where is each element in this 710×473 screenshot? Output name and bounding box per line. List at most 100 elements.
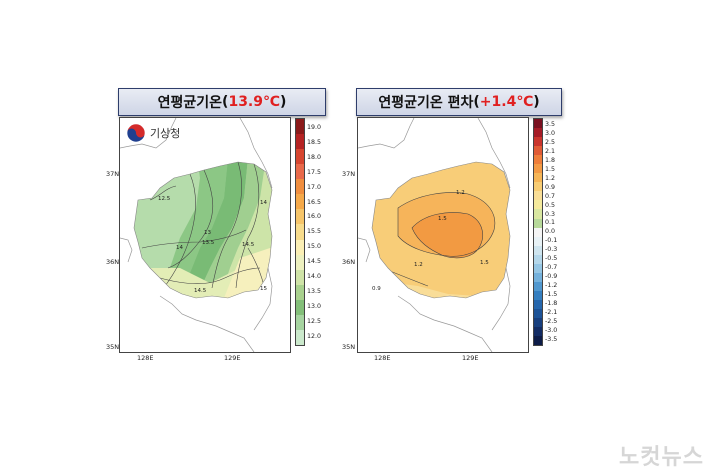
right-contour-label: 1.5: [438, 216, 447, 222]
watermark-text: 노컷뉴스: [619, 445, 704, 470]
right-colorbar-swatch: [534, 227, 542, 237]
right-colorbar-label: -0.9: [545, 273, 558, 281]
left-coastline-southeast: [253, 267, 273, 331]
left-colorbar-swatch: [296, 269, 304, 285]
right-lat-label-36n: 36N: [342, 258, 356, 266]
left-lat-label-37n: 37N: [106, 170, 120, 178]
right-colorbar-label: -1.8: [545, 300, 558, 308]
left-colorbar-swatch: [296, 284, 304, 300]
right-colorbar-swatch: [534, 164, 542, 174]
right-colorbar-swatch: [534, 245, 542, 255]
left-colorbar-label: 17.5: [307, 168, 322, 176]
right-colorbar-label: 0.3: [545, 210, 556, 218]
right-anomaly-map: 1.2 1.5 1.2 1.5 0.9: [358, 118, 511, 352]
left-colorbar-swatch: [296, 209, 304, 225]
right-region-border: [371, 161, 511, 299]
right-colorbar-label: -1.2: [545, 282, 558, 290]
right-colorbar-label: 3.0: [545, 129, 556, 137]
left-lon-label-129e: 129E: [224, 354, 241, 362]
right-colorbar-swatch: [534, 263, 542, 273]
right-colorbar: [533, 118, 543, 346]
left-colorbar-label: 15.0: [307, 243, 322, 251]
right-colorbar-swatch: [534, 191, 542, 201]
right-map-title: 연평균기온 편차(+1.4℃): [356, 88, 562, 116]
right-colorbar-label: 1.2: [545, 174, 556, 182]
left-title-open-paren: (: [222, 94, 229, 110]
right-colorbar-label: 1.5: [545, 165, 556, 173]
right-colorbar-label: 0.7: [545, 192, 556, 200]
left-title-text: 연평균기온: [157, 95, 223, 111]
left-colorbar-label: 14.0: [307, 273, 322, 281]
right-colorbar-label: -0.3: [545, 246, 558, 254]
kma-logo: 기상청: [126, 123, 180, 143]
right-colorbar-swatch: [534, 272, 542, 282]
right-colorbar-swatch: [534, 254, 542, 264]
right-coastline-south: [397, 295, 493, 352]
right-colorbar-label: 3.5: [545, 120, 556, 128]
right-contour-label: 0.9: [372, 286, 381, 292]
right-map-frame: 1.2 1.5 1.2 1.5 0.9: [357, 117, 529, 353]
left-coastline-west: [120, 237, 133, 263]
right-contour-label: 1.5: [480, 260, 489, 266]
right-colorbar-label: -2.1: [545, 308, 558, 316]
left-contour-label: 12.5: [158, 196, 171, 202]
right-anomaly-field: [372, 162, 510, 298]
right-colorbar-swatch: [534, 128, 542, 138]
right-colorbar-swatch: [534, 146, 542, 156]
left-lat-label-35n: 35N: [106, 343, 120, 351]
left-colorbar-swatch: [296, 329, 304, 345]
left-colorbar-swatch: [296, 179, 304, 195]
right-colorbar-swatch: [534, 290, 542, 300]
left-title-close-paren: ): [279, 94, 287, 110]
left-contour-label: 14.5: [194, 288, 207, 294]
right-colorbar-swatch: [534, 308, 542, 319]
left-colorbar-label: 14.5: [307, 258, 322, 266]
right-colorbar-swatch: [534, 209, 542, 219]
left-colorbar-labels: 19.0 18.5 18.0 17.5 17.0 16.5 16.0 15.5 15.0 14.5…: [307, 120, 321, 344]
right-colorbar-label: 0.1: [545, 219, 556, 227]
right-colorbar-label: 2.5: [545, 138, 556, 146]
right-contour-label: 1.2: [456, 190, 465, 196]
left-colorbar-label: 18.5: [307, 138, 322, 146]
left-map-title: 연평균기온(13.9℃): [118, 88, 326, 116]
left-colorbar-label: 13.0: [307, 303, 322, 311]
right-colorbar-label: 1.8: [545, 156, 556, 164]
right-colorbar-label: -0.7: [545, 264, 558, 272]
right-colorbar-swatch: [534, 182, 542, 192]
left-contour-label: 14: [176, 245, 183, 251]
right-colorbar-swatch: [534, 299, 542, 309]
right-colorbar-label: -0.5: [545, 255, 558, 263]
right-colorbar-label: 0.0: [545, 228, 556, 236]
right-colorbar-label: -0.1: [545, 237, 558, 245]
left-contour-label: 14: [260, 200, 267, 206]
right-title-text: 연평균기온 편차: [378, 95, 474, 111]
left-colorbar-swatch: [296, 254, 304, 270]
left-contour-label: 15: [260, 286, 267, 292]
left-contour-label: 14.5: [242, 242, 255, 248]
left-colorbar-swatch: [296, 239, 304, 255]
left-colorbar-label: 16.0: [307, 213, 322, 221]
right-colorbar-swatch: [534, 336, 542, 346]
left-colorbar-label: 15.5: [307, 228, 322, 236]
left-colorbar: [295, 118, 305, 346]
right-coastline-southeast: [491, 267, 511, 331]
right-lon-label-128e: 128E: [374, 354, 391, 362]
left-colorbar-label: 18.0: [307, 153, 322, 161]
right-colorbar-swatch: [534, 281, 542, 291]
left-colorbar-swatch: [296, 224, 304, 240]
left-coastline-north: [120, 118, 177, 149]
left-region-border: [133, 161, 273, 299]
right-colorbar-label: 0.9: [545, 183, 556, 191]
left-lon-label-128e: 128E: [137, 354, 154, 362]
right-colorbar-label: -2.5: [545, 317, 558, 325]
left-colorbar-label: 12.0: [307, 332, 322, 340]
left-colorbar-label: 13.5: [307, 288, 322, 296]
left-colorbar-swatch: [296, 119, 304, 135]
left-temperature-map: 12.5 14 13 13.5 14 14.5 14.5 15: [120, 118, 273, 352]
kma-logo-text: 기상청: [150, 127, 181, 140]
right-lat-label-37n: 37N: [342, 170, 356, 178]
right-colorbar-label: -3.0: [545, 326, 558, 334]
right-colorbar-swatch: [534, 218, 542, 228]
left-colorbar-swatch: [296, 299, 304, 315]
right-coastline-north: [358, 118, 415, 149]
